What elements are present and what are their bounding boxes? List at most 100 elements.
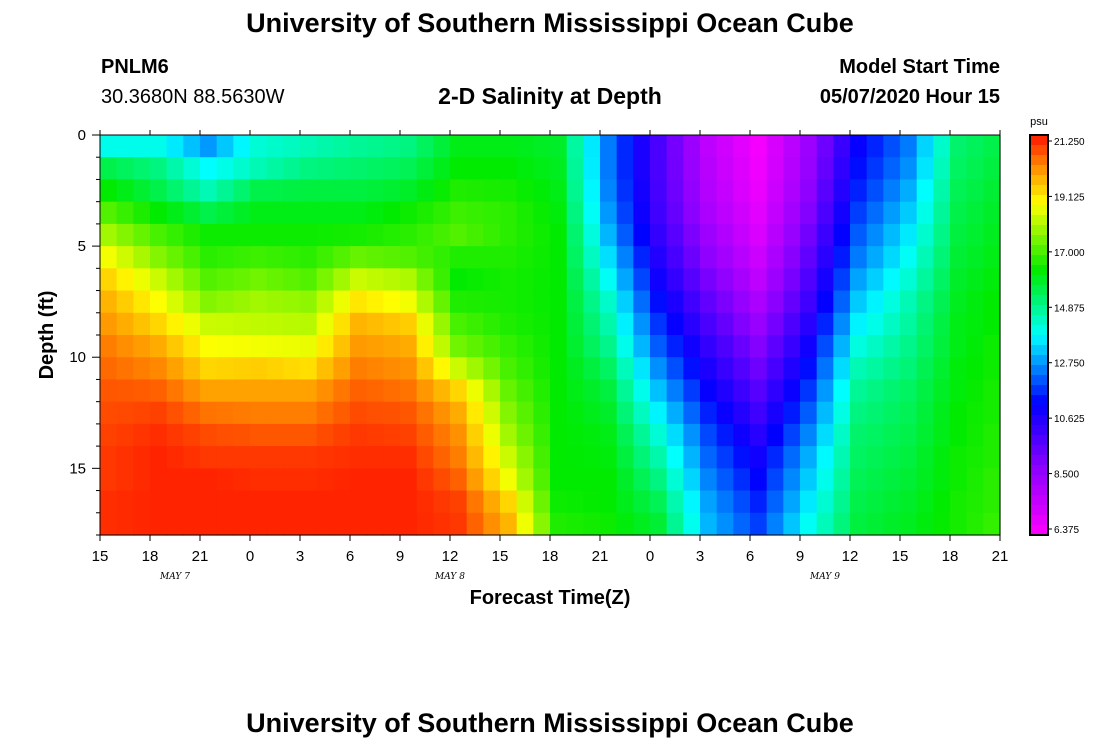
heatmap-cell bbox=[116, 401, 134, 425]
heatmap-cell bbox=[383, 201, 401, 225]
heatmap-cell bbox=[183, 268, 201, 292]
heatmap-cell bbox=[216, 468, 234, 492]
x-tick-label: 0 bbox=[246, 548, 254, 565]
heatmap-cell bbox=[116, 223, 134, 247]
heatmap-cell bbox=[783, 468, 801, 492]
heatmap-cell bbox=[966, 446, 984, 469]
heatmap-cell bbox=[333, 201, 351, 225]
heatmap-cell bbox=[700, 512, 718, 536]
heatmap-cell bbox=[700, 357, 718, 381]
heatmap-cell bbox=[533, 179, 551, 203]
heatmap-cell bbox=[133, 179, 151, 203]
heatmap-cell bbox=[550, 490, 568, 514]
heatmap-cell bbox=[466, 290, 484, 314]
heatmap-cell bbox=[816, 290, 834, 314]
heatmap-cell bbox=[233, 268, 251, 292]
heatmap-cell bbox=[850, 312, 868, 336]
heatmap-cell bbox=[266, 179, 284, 203]
colorbar-segment bbox=[1030, 205, 1048, 216]
heatmap-cell bbox=[516, 468, 534, 492]
heatmap-cell bbox=[600, 223, 618, 247]
model-start-label: Model Start Time bbox=[839, 56, 1000, 78]
heatmap-cell bbox=[983, 201, 1001, 225]
heatmap-cell bbox=[633, 157, 651, 181]
heatmap-cell bbox=[100, 312, 118, 336]
heatmap-cell bbox=[666, 312, 684, 336]
heatmap-cell bbox=[233, 512, 251, 536]
heatmap-cell bbox=[666, 468, 684, 492]
heatmap-cell bbox=[350, 379, 368, 403]
heatmap-cell bbox=[533, 357, 551, 381]
heatmap-cell bbox=[533, 379, 551, 403]
heatmap-cell bbox=[833, 179, 851, 203]
heatmap-cell bbox=[783, 401, 801, 425]
heatmap-cell bbox=[400, 157, 418, 181]
heatmap-cell bbox=[233, 401, 251, 425]
heatmap-cell bbox=[133, 135, 151, 158]
heatmap-cell bbox=[900, 157, 918, 181]
heatmap-cell bbox=[300, 468, 318, 492]
heatmap-cell bbox=[316, 512, 334, 536]
heatmap-cell bbox=[666, 446, 684, 469]
heatmap-cell bbox=[916, 268, 934, 292]
heatmap-cell bbox=[716, 179, 734, 203]
heatmap-cell bbox=[583, 512, 601, 536]
heatmap-cell bbox=[600, 157, 618, 181]
heatmap-cell bbox=[750, 401, 768, 425]
heatmap-cell bbox=[383, 335, 401, 358]
heatmap-cell bbox=[733, 423, 751, 447]
colorbar-segment bbox=[1030, 435, 1048, 446]
heatmap-cell bbox=[800, 335, 818, 358]
heatmap-cell bbox=[250, 290, 268, 314]
heatmap-cell bbox=[916, 357, 934, 381]
heatmap-cell bbox=[850, 135, 868, 158]
heatmap-cell bbox=[500, 401, 518, 425]
colorbar-segment bbox=[1030, 175, 1048, 186]
heatmap-cell bbox=[783, 157, 801, 181]
heatmap-cell bbox=[700, 468, 718, 492]
heatmap-cell bbox=[833, 335, 851, 358]
heatmap-cell bbox=[150, 312, 168, 336]
heatmap-cell bbox=[550, 157, 568, 181]
heatmap-cell bbox=[850, 468, 868, 492]
heatmap-cell bbox=[433, 423, 451, 447]
heatmap-cell bbox=[133, 379, 151, 403]
heatmap-cell bbox=[466, 312, 484, 336]
colorbar-segment bbox=[1030, 285, 1048, 296]
heatmap-cell bbox=[183, 401, 201, 425]
heatmap-cell bbox=[900, 446, 918, 469]
heatmap-cell bbox=[133, 446, 151, 469]
heatmap-cell bbox=[183, 179, 201, 203]
heatmap-cell bbox=[783, 201, 801, 225]
heatmap-cell bbox=[183, 379, 201, 403]
heatmap-cell bbox=[133, 335, 151, 358]
heatmap-cell bbox=[300, 490, 318, 514]
heatmap-cell bbox=[100, 401, 118, 425]
heatmap-cell bbox=[116, 446, 134, 469]
colorbar-segment bbox=[1030, 345, 1048, 356]
heatmap-cell bbox=[216, 357, 234, 381]
heatmap-cell bbox=[650, 223, 668, 247]
heatmap-cell bbox=[483, 246, 501, 269]
heatmap-cell bbox=[800, 446, 818, 469]
heatmap-cell bbox=[516, 246, 534, 269]
heatmap-cell bbox=[283, 201, 301, 225]
heatmap-cell bbox=[850, 490, 868, 514]
heatmap-cell bbox=[200, 290, 218, 314]
heatmap-cell bbox=[783, 223, 801, 247]
heatmap-cell bbox=[333, 157, 351, 181]
heatmap-cell bbox=[650, 468, 668, 492]
heatmap-cell bbox=[100, 201, 118, 225]
heatmap-cell bbox=[566, 179, 584, 203]
heatmap-cell bbox=[800, 201, 818, 225]
heatmap-cell bbox=[366, 290, 384, 314]
heatmap-cell bbox=[216, 201, 234, 225]
heatmap-cell bbox=[550, 179, 568, 203]
heatmap-cell bbox=[516, 512, 534, 536]
heatmap-cell bbox=[233, 468, 251, 492]
heatmap-cell bbox=[716, 379, 734, 403]
heatmap-cell bbox=[550, 135, 568, 158]
heatmap-cell bbox=[166, 290, 184, 314]
heatmap-cell bbox=[716, 357, 734, 381]
